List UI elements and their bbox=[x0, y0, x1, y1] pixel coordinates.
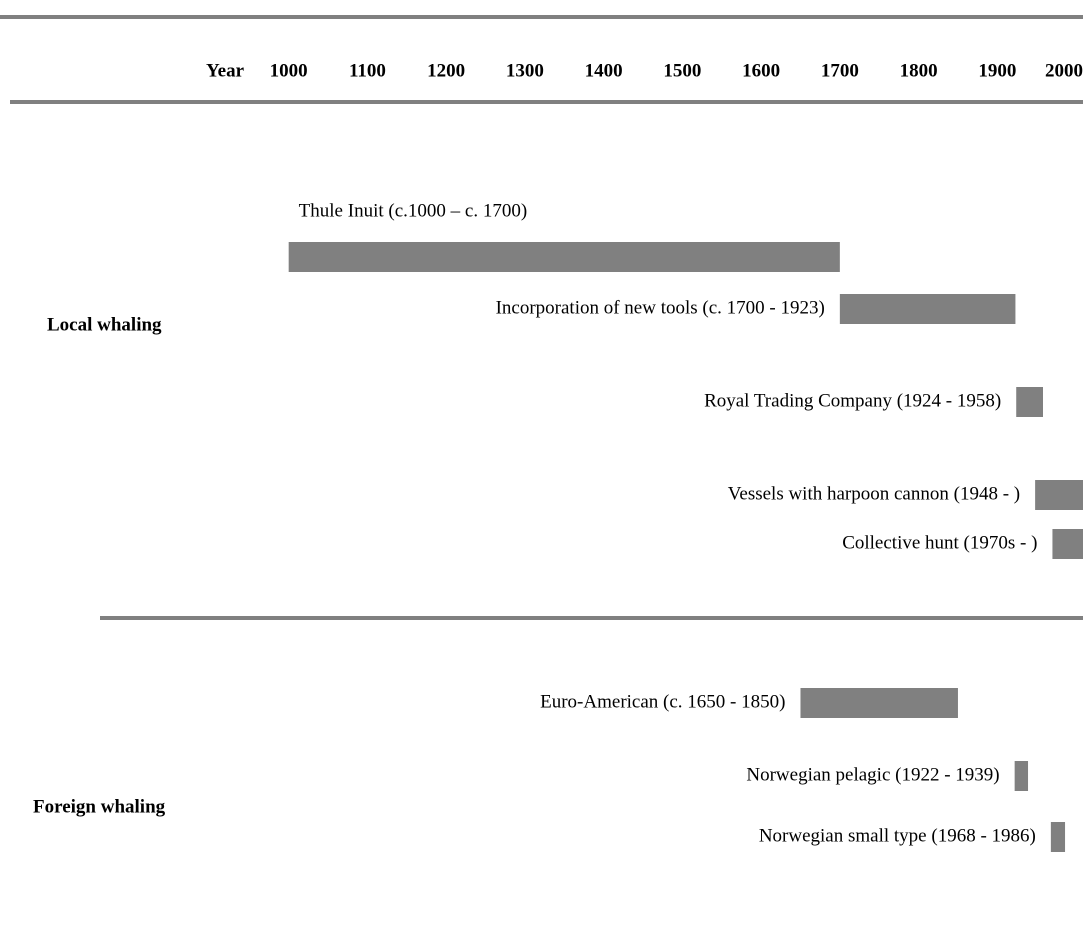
x-tick-label: 1700 bbox=[821, 60, 859, 81]
bar bbox=[1052, 529, 1083, 559]
x-tick-label: 1000 bbox=[270, 60, 308, 81]
x-tick-label: 1900 bbox=[978, 60, 1016, 81]
bar-label: Royal Trading Company (1924 - 1958) bbox=[704, 390, 1001, 411]
bar-label: Norwegian small type (1968 - 1986) bbox=[759, 825, 1036, 846]
bar bbox=[1050, 822, 1066, 852]
group-label: Foreign whaling bbox=[33, 796, 166, 817]
x-tick-label: 1300 bbox=[506, 60, 544, 81]
x-tick-label: 1600 bbox=[742, 60, 780, 81]
bar-label: Collective hunt (1970s - ) bbox=[842, 532, 1037, 553]
x-tick-label: 1400 bbox=[585, 60, 623, 81]
bar bbox=[288, 242, 840, 272]
x-axis-label: Year bbox=[206, 60, 245, 81]
bar-label: Norwegian pelagic (1922 - 1939) bbox=[746, 764, 999, 785]
bar-label: Incorporation of new tools (c. 1700 - 19… bbox=[496, 297, 825, 318]
bar-label: Vessels with harpoon cannon (1948 - ) bbox=[728, 483, 1020, 504]
x-tick-label: 1800 bbox=[900, 60, 938, 81]
x-tick-label: 1100 bbox=[349, 60, 386, 81]
bar bbox=[800, 688, 958, 718]
group-label: Local whaling bbox=[47, 314, 162, 335]
x-tick-label: 1200 bbox=[427, 60, 465, 81]
bar bbox=[839, 294, 1016, 324]
bar-label: Euro-American (c. 1650 - 1850) bbox=[540, 691, 785, 712]
bar-label: Thule Inuit (c.1000 – c. 1700) bbox=[299, 200, 527, 221]
x-tick-label: 1500 bbox=[663, 60, 701, 81]
bar bbox=[1014, 761, 1029, 791]
bar bbox=[1016, 387, 1043, 417]
x-tick-label: 2000 bbox=[1045, 60, 1083, 81]
bar bbox=[1035, 480, 1083, 510]
